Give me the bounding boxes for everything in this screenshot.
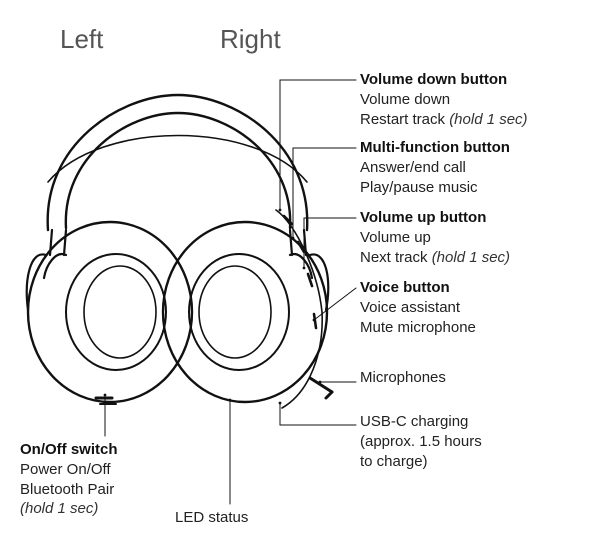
diagram-page: Left Right Volume down button Volume dow… xyxy=(0,0,600,550)
headphones-line-art xyxy=(0,0,600,550)
